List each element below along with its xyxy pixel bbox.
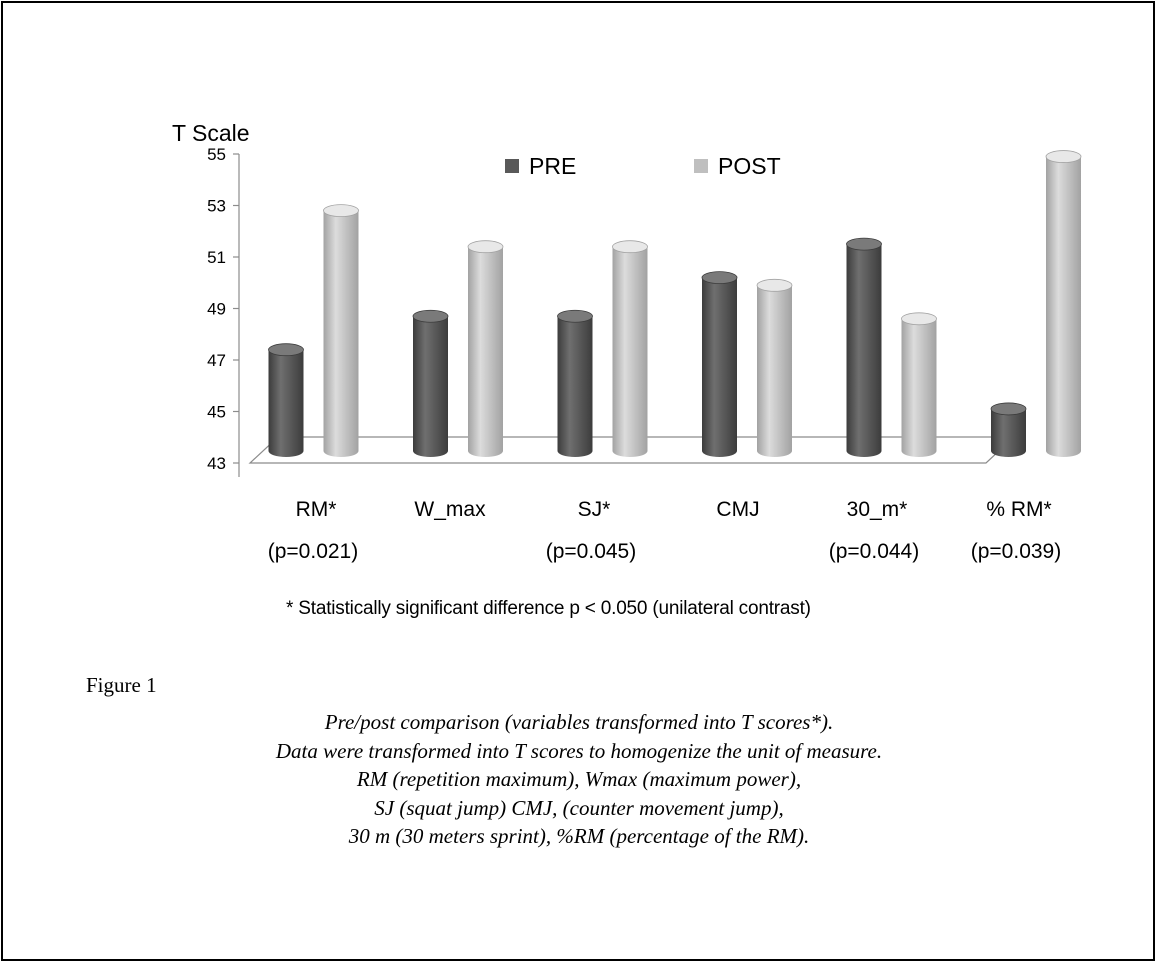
bar-pre bbox=[846, 237, 882, 458]
y-tick-label: 47 bbox=[207, 351, 226, 370]
x-tick-sublabel: (p=0.044) bbox=[829, 540, 919, 563]
bar-post bbox=[1045, 150, 1082, 458]
legend-swatch bbox=[505, 159, 519, 173]
x-tick-label: W_max bbox=[414, 498, 486, 521]
x-tick-label: SJ* bbox=[578, 498, 611, 521]
legend-label: PRE bbox=[529, 153, 576, 179]
x-tick-label: % RM* bbox=[986, 498, 1051, 521]
footnote: * Statistically significant difference p… bbox=[286, 598, 811, 619]
y-axis-label: T Scale bbox=[172, 120, 250, 146]
bar-post bbox=[756, 278, 793, 458]
x-axis-labels: RM* (p=0.021) W_max SJ* (p=0.045) CMJ 30_m* (p=… bbox=[268, 498, 1061, 563]
x-tick-label: CMJ bbox=[716, 498, 759, 521]
x-tick-sublabel: (p=0.039) bbox=[971, 540, 1061, 563]
figure-caption: Pre/post comparison (variables transform… bbox=[120, 708, 1038, 851]
x-tick-label: 30_m* bbox=[847, 498, 908, 521]
bar-post bbox=[467, 240, 504, 458]
figure-label: Figure 1 bbox=[86, 673, 157, 697]
y-tick-label: 43 bbox=[207, 454, 226, 473]
y-tick-label: 51 bbox=[207, 248, 226, 267]
legend: PRE POST bbox=[505, 153, 781, 179]
bar-post bbox=[901, 312, 937, 458]
y-tick-label: 45 bbox=[207, 403, 226, 422]
bar-post bbox=[323, 204, 359, 458]
caption-line: 30 m (30 meters sprint), %RM (percentage… bbox=[348, 824, 810, 848]
bar-post bbox=[612, 240, 648, 458]
bar-pre bbox=[557, 309, 593, 458]
x-tick-sublabel: (p=0.045) bbox=[546, 540, 636, 563]
y-tick-label: 55 bbox=[207, 145, 226, 164]
caption-line: Data were transformed into T scores to h… bbox=[275, 738, 883, 763]
bar-pre bbox=[268, 343, 304, 458]
bar-pre bbox=[701, 271, 738, 458]
y-tick-label: 53 bbox=[207, 197, 226, 216]
legend-swatch bbox=[694, 159, 708, 173]
x-tick-label: RM* bbox=[296, 498, 337, 521]
caption-line: SJ (squat jump) CMJ, (counter movement j… bbox=[374, 795, 784, 820]
bars bbox=[268, 150, 1082, 458]
bar-chart: T Scale PRE POST 43 45 47 49 51 53 55 RM* (p=0.0… bbox=[172, 120, 1082, 563]
caption-line: Pre/post comparison (variables transform… bbox=[324, 710, 834, 734]
bar-pre bbox=[412, 309, 449, 458]
y-axis: 43 45 47 49 51 53 55 bbox=[207, 145, 240, 477]
y-tick-label: 49 bbox=[207, 300, 226, 319]
caption-line: RM (repetition maximum), Wmax (maximum p… bbox=[356, 767, 802, 791]
legend-label: POST bbox=[718, 153, 781, 179]
bar-pre bbox=[990, 402, 1027, 458]
x-tick-sublabel: (p=0.021) bbox=[268, 540, 358, 563]
